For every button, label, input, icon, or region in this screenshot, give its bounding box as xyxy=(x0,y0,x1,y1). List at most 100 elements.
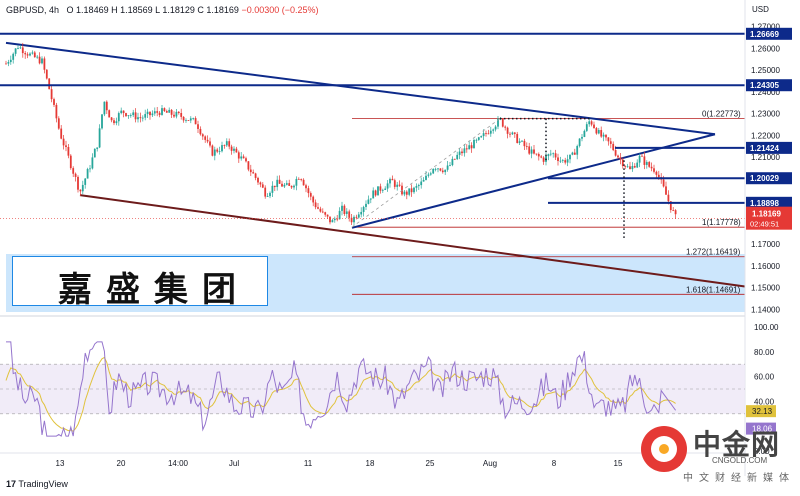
candle-body xyxy=(461,151,463,154)
candle-body xyxy=(525,146,528,147)
symbol-label[interactable]: GBPUSD, 4h xyxy=(6,5,60,15)
candle-body xyxy=(189,118,192,121)
candle-body xyxy=(595,128,598,134)
candle-body xyxy=(542,157,545,162)
candle-body xyxy=(477,137,480,140)
candle-body xyxy=(463,148,466,154)
candle-body xyxy=(381,189,384,191)
candle-body xyxy=(163,108,166,112)
candle-body xyxy=(333,218,336,221)
trendline-layer[interactable] xyxy=(5,41,746,288)
candle-body xyxy=(345,211,348,214)
candle-body xyxy=(535,153,538,155)
candle-body xyxy=(605,134,607,138)
candle-body xyxy=(21,47,24,54)
candle-body xyxy=(672,210,675,211)
price-tick-label: 1.14000 xyxy=(751,305,780,314)
candle-body xyxy=(175,111,178,117)
brand-text: 嘉盛集团 xyxy=(58,270,250,310)
candle-body xyxy=(432,168,435,174)
candle-body xyxy=(223,145,226,146)
close-value: C 1.18169 xyxy=(197,5,239,15)
candle-body xyxy=(597,130,600,134)
rsi-signal-badge xyxy=(746,405,776,418)
candle-body xyxy=(110,117,113,121)
candle-body xyxy=(194,118,197,125)
candle-body xyxy=(5,63,7,65)
fibonacci-layer[interactable] xyxy=(352,118,745,295)
candle-body xyxy=(650,166,653,169)
candle-body xyxy=(266,196,269,197)
candle-body xyxy=(317,207,319,209)
candle-body xyxy=(185,120,187,121)
rsi-tick-label: 80.00 xyxy=(754,348,775,357)
candle-body xyxy=(170,109,173,115)
candle-body xyxy=(41,58,43,64)
time-tick-label: 18 xyxy=(366,459,375,468)
time-tick-label: 25 xyxy=(426,459,435,468)
lower-channel-line[interactable] xyxy=(79,194,746,288)
candle-body xyxy=(98,128,101,148)
candle-body xyxy=(276,179,279,188)
candle-body xyxy=(302,179,305,186)
current-price-badge xyxy=(746,206,792,230)
price-level-badge-text: 1.26669 xyxy=(750,30,779,39)
candle-body xyxy=(523,140,526,147)
candlestick-layer xyxy=(5,42,677,226)
candle-body xyxy=(494,126,497,130)
tradingview-logo[interactable]: 17 TradingView xyxy=(6,479,68,489)
candle-body xyxy=(674,210,677,215)
candle-body xyxy=(115,121,118,124)
candle-body xyxy=(410,188,413,193)
candle-body xyxy=(600,130,603,137)
fib-level-label: 1(1.17778) xyxy=(702,218,741,227)
candle-body xyxy=(65,145,67,148)
candle-body xyxy=(355,216,358,218)
candle-body xyxy=(417,185,420,187)
candle-body xyxy=(350,217,353,223)
ascending-trendline[interactable] xyxy=(351,133,716,229)
descending-trendline[interactable] xyxy=(5,41,716,136)
candle-body xyxy=(7,62,10,64)
candle-body xyxy=(429,173,432,175)
price-axis[interactable]: USD 1.27000 1.26000 1.25000 1.24000 1.23000 1.… xyxy=(751,5,780,314)
candle-body xyxy=(422,179,425,182)
candle-body xyxy=(636,162,639,168)
candle-body xyxy=(211,145,214,156)
candle-body xyxy=(648,162,651,167)
candle-body xyxy=(257,177,259,183)
candle-body xyxy=(521,140,523,142)
watermark-main: 中金网 xyxy=(693,428,781,461)
candle-body xyxy=(312,196,315,203)
candle-body xyxy=(552,153,555,155)
time-tick-label: 15 xyxy=(614,459,623,468)
candle-body xyxy=(641,155,643,157)
candle-body xyxy=(168,109,171,113)
candle-body xyxy=(101,114,103,129)
candle-body xyxy=(441,170,444,173)
rsi-tick-label: 60.00 xyxy=(754,373,775,382)
candle-body xyxy=(134,112,137,120)
candle-body xyxy=(612,143,615,151)
candle-body xyxy=(624,166,627,167)
candle-body xyxy=(283,184,286,187)
candle-body xyxy=(26,54,29,56)
horizontal-level-layer[interactable] xyxy=(0,32,745,204)
candle-body xyxy=(235,148,238,153)
candle-body xyxy=(254,173,257,178)
candle-body xyxy=(372,190,375,199)
candle-body xyxy=(638,155,641,163)
candle-body xyxy=(125,113,127,117)
candle-body xyxy=(643,156,646,165)
candle-body xyxy=(290,185,293,188)
candle-body xyxy=(540,156,543,158)
candle-body xyxy=(144,114,147,118)
candle-body xyxy=(165,111,168,113)
candle-body xyxy=(48,78,51,90)
bar-countdown-text: 02:49:51 xyxy=(750,220,779,229)
rsi-value-badge xyxy=(746,422,776,435)
candle-body xyxy=(293,185,295,188)
candle-body xyxy=(506,127,509,134)
